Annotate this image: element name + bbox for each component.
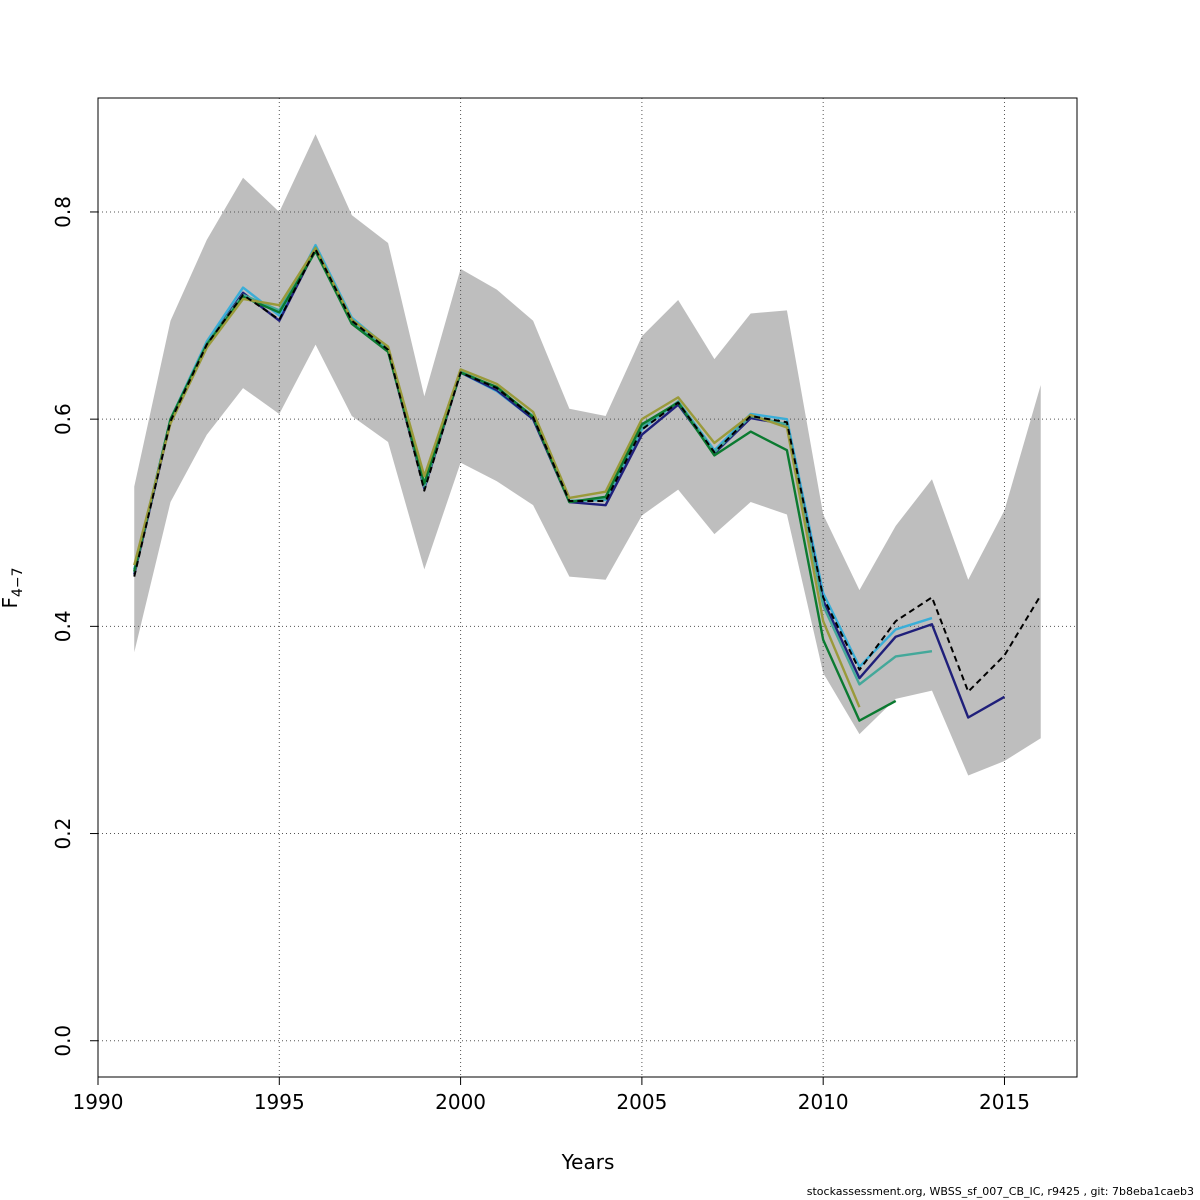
svg-text:F4−7: F4−7 — [0, 567, 26, 608]
series-line-4 — [133, 250, 897, 722]
confidence-band — [134, 134, 1041, 776]
y-tick-label-0.8: 0.8 — [51, 196, 75, 228]
y-tick-label-0: 0.0 — [51, 1025, 75, 1057]
axis-layer: 1990 1995 2000 2005 2010 2015 0.0 0.2 0.4 0.6 0.8 — [51, 97, 1078, 1114]
y-axis-title-base: F — [0, 597, 22, 609]
y-tick-label-0.4: 0.4 — [51, 610, 75, 642]
y-tick-label-0.6: 0.6 — [51, 403, 75, 435]
y-axis-title-sub: 4−7 — [10, 567, 26, 597]
x-tick-label-1990: 1990 — [73, 1090, 124, 1114]
x-axis-title: Years — [561, 1150, 615, 1174]
footer-attribution: stockassessment.org, WBSS_sf_007_CB_IC, … — [806, 1185, 1194, 1198]
x-tick-label-2015: 2015 — [979, 1090, 1030, 1114]
series-layer — [133, 243, 1042, 722]
x-tick-label-2000: 2000 — [435, 1090, 486, 1114]
series-line-6 — [133, 248, 1042, 693]
x-tick-label-2010: 2010 — [798, 1090, 849, 1114]
y-axis-title: F4−7 — [0, 567, 26, 608]
plot-frame — [97, 97, 1078, 1078]
confidence-band-layer — [134, 134, 1041, 776]
x-tick-label-2005: 2005 — [616, 1090, 667, 1114]
x-tick-label-1995: 1995 — [254, 1090, 305, 1114]
y-tick-label-0.2: 0.2 — [51, 818, 75, 850]
series-line-5 — [133, 247, 861, 708]
